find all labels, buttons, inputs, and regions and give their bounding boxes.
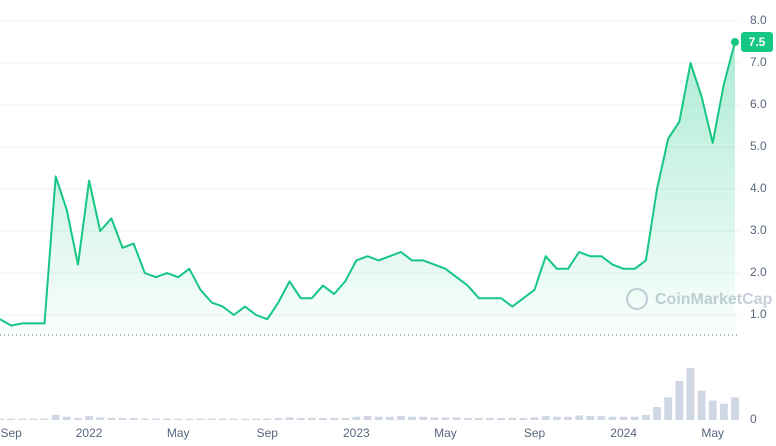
x-tick-label: Sep — [257, 426, 279, 440]
y-tick-label: 3.0 — [750, 223, 767, 237]
y-tick-label: 4.0 — [750, 181, 767, 195]
volume-bar — [274, 418, 283, 420]
volume-bar — [408, 416, 416, 420]
volume-bar — [330, 418, 338, 420]
volume-bar — [397, 416, 405, 420]
volume-bar — [697, 390, 706, 420]
x-tick-label: May — [701, 426, 724, 440]
volume-bar — [196, 418, 205, 420]
volume-bar — [40, 418, 49, 420]
volume-bar — [129, 418, 138, 420]
volume-bar — [430, 417, 439, 420]
volume-bar — [541, 416, 550, 420]
price-label: 7.5 — [749, 35, 766, 49]
volume-bar — [263, 418, 272, 420]
volume-bar — [664, 397, 673, 420]
volume-bar — [107, 418, 116, 420]
volume-bar — [51, 414, 60, 420]
volume-bar — [642, 414, 650, 420]
volume-bar — [352, 416, 361, 420]
price-line — [0, 41, 736, 327]
volume-bar — [708, 400, 717, 420]
volume-bar — [296, 418, 305, 420]
volume-bar — [85, 416, 93, 420]
volume-bar — [341, 418, 350, 420]
volume-bar — [619, 416, 628, 420]
volume-bar — [118, 418, 127, 420]
volume-bar — [675, 381, 684, 420]
volume-bar — [307, 418, 316, 420]
volume-bar — [564, 416, 572, 420]
last-price-dot — [731, 38, 739, 46]
x-tick-label: 2022 — [76, 426, 103, 440]
x-tick-label: Sep — [0, 426, 22, 440]
y-tick-label: 1.0 — [750, 307, 767, 321]
volume-bar — [74, 418, 82, 420]
volume-bar — [519, 418, 528, 420]
y-tick-label: 7.0 — [750, 55, 767, 69]
volume-bar — [597, 416, 606, 420]
volume-bar — [62, 416, 71, 420]
price-badge — [741, 32, 773, 52]
volume-bar — [474, 418, 483, 420]
volume-bar — [252, 418, 261, 420]
volume-bar — [18, 418, 27, 420]
volume-bar — [385, 416, 394, 420]
volume-bar — [29, 418, 38, 420]
volume-bar — [419, 416, 428, 420]
volume-bar — [530, 417, 539, 420]
volume-bar — [152, 418, 160, 420]
volume-bar — [96, 417, 105, 420]
x-tick-label: May — [167, 426, 190, 440]
x-tick-label: 2024 — [610, 426, 637, 440]
y-tick-label: 8.0 — [750, 13, 767, 27]
volume-bar — [686, 368, 695, 420]
volume-bar — [719, 403, 728, 420]
volume-bar — [163, 418, 171, 420]
volume-bar — [285, 417, 294, 420]
volume-bar — [463, 418, 472, 420]
volume-bar — [441, 417, 450, 420]
volume-bar — [185, 418, 194, 420]
y2-tick-label: 0 — [750, 412, 757, 426]
y-tick-label: 6.0 — [750, 97, 767, 111]
volume-bar — [140, 418, 149, 420]
volume-bar — [207, 418, 216, 420]
volume-bar — [497, 418, 506, 420]
volume-bar — [241, 418, 249, 420]
x-tick-label: 2023 — [343, 426, 370, 440]
y-tick-label: 2.0 — [750, 265, 767, 279]
volume-bar — [508, 418, 517, 420]
x-tick-label: May — [434, 426, 457, 440]
volume-bar — [608, 416, 617, 420]
volume-bar — [0, 418, 4, 420]
volume-bar — [653, 407, 661, 420]
y-tick-label: 5.0 — [750, 139, 767, 153]
volume-bar — [452, 417, 461, 420]
volume-bar — [7, 418, 16, 420]
volume-bar — [552, 416, 561, 420]
volume-bar — [486, 418, 494, 420]
volume-bar — [575, 415, 583, 420]
volume-bar — [319, 418, 327, 420]
volume-bar — [586, 416, 595, 420]
volume-bar — [363, 416, 372, 420]
volume-bar — [174, 418, 183, 420]
volume-bar — [731, 397, 739, 420]
volume-bar — [229, 418, 238, 420]
x-tick-label: Sep — [524, 426, 546, 440]
volume-bar — [630, 416, 639, 420]
volume-bar — [218, 418, 227, 420]
volume-bar — [374, 416, 383, 420]
